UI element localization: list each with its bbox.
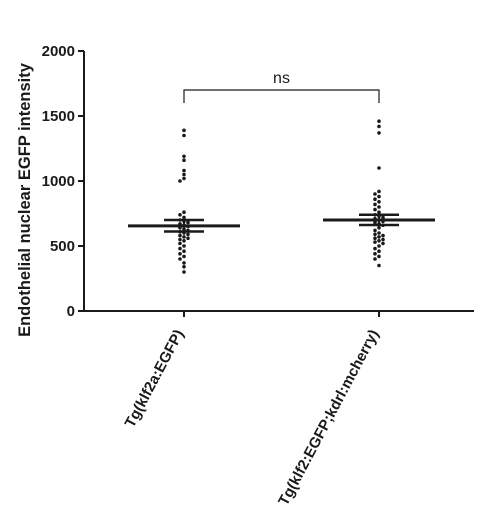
data-point <box>373 252 377 256</box>
data-point <box>377 131 381 135</box>
data-point <box>178 237 182 242</box>
data-point <box>182 133 186 138</box>
data-point <box>377 235 381 239</box>
data-point <box>373 236 377 240</box>
data-point <box>377 254 381 259</box>
y-axis: 0 500 1000 1500 2000 <box>42 43 85 320</box>
data-groups <box>128 119 435 274</box>
data-point <box>182 215 186 220</box>
y-tick-label: 0 <box>67 303 75 320</box>
data-point <box>182 210 186 214</box>
y-axis-title: Endothelial nuclear EGFP intensity <box>16 62 34 337</box>
data-point <box>186 220 190 225</box>
x-axis: Tg(klf2a:EGFP) Tg(klf2:EGFP;kdrl:mcherry) <box>84 310 474 509</box>
y-tick-label: 1500 <box>42 108 75 125</box>
data-point <box>377 200 381 204</box>
data-point <box>186 236 190 240</box>
data-point <box>373 228 377 233</box>
bracket-line <box>183 89 380 103</box>
data-point <box>182 249 186 253</box>
data-point <box>381 233 385 238</box>
data-point <box>373 220 377 225</box>
data-point <box>182 168 186 173</box>
x-tick-label: Tg(klf2:EGFP;kdrl:mcherry) <box>275 327 382 509</box>
data-point <box>381 241 385 246</box>
data-point <box>373 257 377 261</box>
y-tick-label: 1000 <box>42 173 75 190</box>
data-point <box>182 172 186 177</box>
data-point <box>178 213 182 217</box>
data-point <box>178 241 182 246</box>
significance-bracket: ns <box>183 70 380 103</box>
data-point <box>377 226 381 230</box>
data-point <box>373 232 377 237</box>
data-point <box>381 215 385 220</box>
data-point <box>182 244 186 248</box>
significance-label: ns <box>273 70 290 87</box>
data-point <box>377 194 381 199</box>
data-point <box>377 119 381 123</box>
data-point <box>373 192 377 196</box>
data-point <box>373 240 377 244</box>
data-point <box>182 239 186 243</box>
data-point <box>377 263 381 268</box>
group-2 <box>323 119 435 268</box>
data-point <box>182 128 186 133</box>
data-point <box>182 270 186 274</box>
data-point <box>178 252 182 256</box>
data-point <box>182 265 186 269</box>
data-point <box>377 244 381 248</box>
data-point <box>186 232 190 237</box>
data-point <box>373 202 377 207</box>
y-tick-label: 2000 <box>42 43 75 60</box>
data-point <box>182 176 186 181</box>
data-point <box>178 233 182 238</box>
data-point <box>377 189 381 194</box>
data-point <box>377 210 381 214</box>
data-point <box>381 237 385 242</box>
data-point <box>377 231 381 235</box>
data-point <box>182 154 186 159</box>
x-tick-label: Tg(klf2a:EGFP) <box>122 327 188 431</box>
data-point <box>182 158 186 162</box>
data-point <box>373 246 377 251</box>
group-1 <box>128 128 240 274</box>
y-tick-label: 500 <box>50 238 75 255</box>
data-point <box>373 207 377 212</box>
data-point <box>377 124 381 129</box>
data-point <box>377 166 381 170</box>
data-point <box>178 246 182 251</box>
data-point <box>377 205 381 209</box>
data-point <box>182 261 186 265</box>
data-point <box>377 249 381 253</box>
data-point <box>373 197 377 201</box>
data-point <box>178 179 182 183</box>
data-point <box>182 254 186 259</box>
data-point <box>178 257 182 261</box>
data-point <box>182 235 186 239</box>
data-point <box>377 239 381 243</box>
